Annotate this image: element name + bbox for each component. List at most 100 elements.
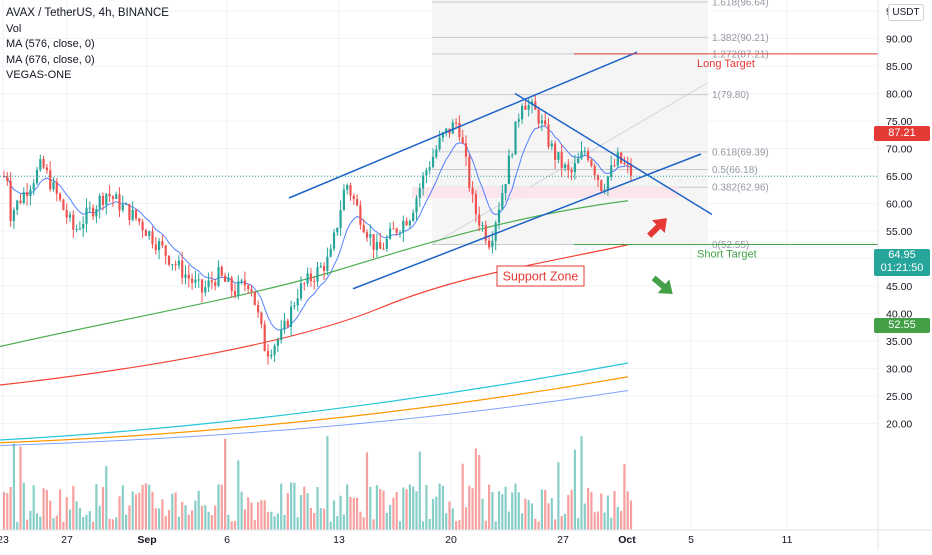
volume-bar <box>6 493 9 530</box>
fib-level-label: 0(52.55) <box>712 240 749 251</box>
candle-body <box>474 194 477 215</box>
fib-level-label: 0.5(66.18) <box>712 165 758 176</box>
support-zone-label: Support Zone <box>503 270 579 284</box>
volume-bar <box>68 509 72 530</box>
candle-body <box>613 165 616 167</box>
candle-body <box>303 283 306 285</box>
long-target-label: Long Target <box>697 58 755 70</box>
candle-body <box>118 194 121 211</box>
bearish-arrow-icon <box>651 275 673 294</box>
candle-body <box>441 132 444 138</box>
x-tick-label: 20 <box>445 534 457 546</box>
volume-bar <box>323 508 326 530</box>
candle-body <box>610 165 613 177</box>
volume-bar <box>283 514 286 530</box>
volume-bar <box>167 510 171 530</box>
candle-body <box>359 205 362 225</box>
y-tick-label: 55.00 <box>886 226 912 238</box>
volume-bar <box>296 517 299 530</box>
candle-body <box>55 181 58 194</box>
volume-bar <box>72 485 75 530</box>
candle-body <box>369 234 372 238</box>
candle-body <box>425 170 428 176</box>
volume-bar <box>78 507 81 530</box>
candle-body <box>154 244 157 251</box>
volume-bar <box>596 511 600 530</box>
candle-body <box>177 260 180 266</box>
volume-bar <box>389 504 392 530</box>
candle-body <box>220 266 223 276</box>
volume-bar <box>220 484 223 530</box>
volume-bar <box>527 500 530 530</box>
candle-body <box>293 305 296 307</box>
fib-extension-box <box>432 0 708 245</box>
volume-bar <box>573 449 576 530</box>
candle-body <box>590 159 593 167</box>
x-tick-label: 23 <box>0 534 9 546</box>
candle-body <box>144 230 147 236</box>
candle-body <box>481 224 484 226</box>
candle-body <box>9 180 12 221</box>
volume-bar <box>210 515 213 530</box>
candle-body <box>266 351 270 357</box>
candle-body <box>243 280 246 286</box>
volume-bar <box>95 484 98 530</box>
bullish-arrow-head <box>652 218 667 233</box>
volume-bar <box>148 484 151 530</box>
volume-bar <box>379 489 382 530</box>
volume-bar <box>481 498 484 530</box>
candle-body <box>194 279 197 283</box>
volume-bar <box>65 497 68 530</box>
fib-level-label: 1(79.80) <box>712 90 749 101</box>
volume-bar <box>108 518 111 530</box>
candle-body <box>563 164 567 168</box>
candle-body <box>230 277 233 292</box>
candle-body <box>276 339 279 346</box>
candle-body <box>88 207 91 209</box>
volume-bar <box>491 491 494 530</box>
candle-body <box>521 105 524 120</box>
candle-body <box>171 264 174 266</box>
candle-body <box>395 228 398 233</box>
candle-body <box>445 128 448 133</box>
volume-bar <box>59 489 62 530</box>
y-tick-label: 65.00 <box>886 171 912 183</box>
candle-body <box>59 193 62 200</box>
currency-unit-button[interactable]: USDT <box>888 4 924 21</box>
volume-bar <box>75 501 78 530</box>
y-tick-label: 25.00 <box>886 391 912 403</box>
candle-body <box>603 189 606 192</box>
candle-body <box>32 183 35 190</box>
candle-body <box>517 119 520 122</box>
candle-body <box>332 232 336 249</box>
volume-bar <box>362 517 365 530</box>
candle-body <box>233 291 237 296</box>
volume-bar <box>62 521 65 530</box>
volume-bar <box>299 495 303 530</box>
candle-body <box>583 151 586 153</box>
candle-body <box>6 176 9 181</box>
symbol-title: AVAX / TetherUS, 4h, BINANCE <box>6 7 169 19</box>
volume-bar <box>567 494 570 530</box>
volume-bar <box>550 498 553 530</box>
volume-bar <box>395 491 398 530</box>
candle-body <box>600 180 603 192</box>
candle-body <box>580 151 583 159</box>
volume-bar <box>629 500 633 530</box>
volume-bar <box>187 514 190 530</box>
candle-body <box>12 210 15 221</box>
volume-bar <box>464 507 468 530</box>
candle-body <box>75 228 78 230</box>
candle-body <box>587 151 590 160</box>
volume-bar <box>507 511 510 530</box>
volume-bar <box>336 516 339 530</box>
volume-bar <box>405 489 408 530</box>
volume-bar <box>2 491 6 530</box>
candle-body <box>128 203 131 220</box>
candle-body <box>537 109 540 124</box>
candle-body <box>385 238 388 249</box>
candle-body <box>316 267 319 282</box>
volume-bar <box>326 435 329 530</box>
